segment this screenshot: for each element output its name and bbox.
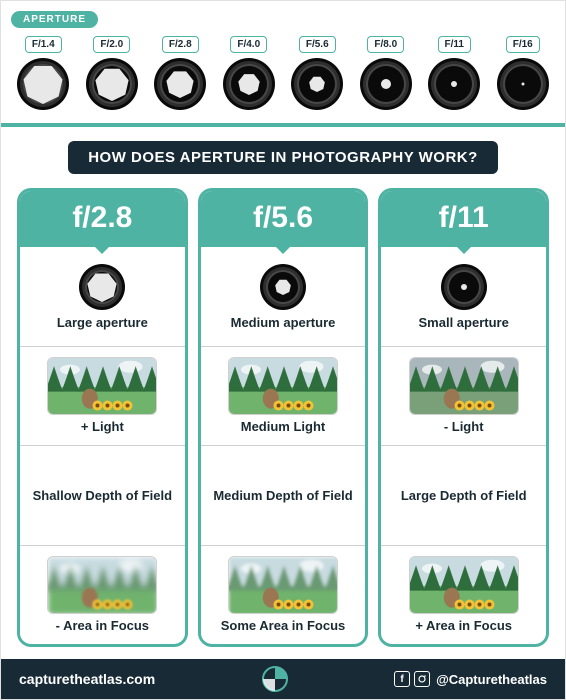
- aperture-step: F/2.8: [148, 34, 213, 111]
- aperture-step-label: F/2.8: [162, 36, 199, 53]
- dof-label: Medium Depth of Field: [213, 488, 352, 503]
- scene-focus: [47, 556, 157, 614]
- cell-light: Medium Light: [201, 346, 366, 446]
- light-label: - Light: [444, 419, 484, 434]
- footer-social: f @Capturetheatlas: [394, 671, 547, 687]
- aperture-scale-section: APERTURE F/1.4 F/2.0 F/2.8 F/4.0 F/5.6: [1, 1, 565, 127]
- footer-handle: @Capturetheatlas: [436, 672, 547, 687]
- aperture-step: F/11: [422, 34, 487, 111]
- aperture-step: F/2.0: [80, 34, 145, 111]
- footer-site: capturetheatlas.com: [19, 671, 155, 687]
- aperture-step: F/1.4: [11, 34, 76, 111]
- aperture-step: F/5.6: [285, 34, 350, 111]
- focus-label: Some Area in Focus: [221, 618, 346, 633]
- card-fstop: f/5.6: [253, 201, 313, 234]
- focus-label: + Area in Focus: [415, 618, 512, 633]
- card-header: f/5.6: [201, 191, 366, 247]
- lens-icon: [78, 263, 126, 311]
- cell-focus: Some Area in Focus: [201, 545, 366, 645]
- lens-icon: [16, 57, 70, 111]
- cell-light: + Light: [20, 346, 185, 446]
- aperture-step-label: F/1.4: [25, 36, 62, 53]
- aperture-step-label: F/8.0: [367, 36, 404, 53]
- title-row: HOW DOES APERTURE IN PHOTOGRAPHY WORK?: [1, 127, 565, 188]
- aperture-step: F/16: [491, 34, 556, 111]
- instagram-icon: [414, 671, 430, 687]
- aperture-step-label: F/4.0: [230, 36, 267, 53]
- footer-logo: [155, 665, 394, 693]
- lens-icon: [440, 263, 488, 311]
- aperture-step-label: F/5.6: [299, 36, 336, 53]
- dof-label: Large Depth of Field: [401, 488, 527, 503]
- lens-icon: [496, 57, 550, 111]
- cell-dof: Large Depth of Field: [381, 445, 546, 545]
- footer: capturetheatlas.com f @Capturetheatlas: [1, 659, 565, 699]
- card-body: Large aperture + Light Shallow Depth of …: [20, 247, 185, 644]
- card-fstop: f/11: [439, 201, 489, 234]
- scene-light: [47, 357, 157, 415]
- aperture-step: F/8.0: [354, 34, 419, 111]
- lens-icon: [85, 57, 139, 111]
- card-body: Medium aperture Medium Light Medium Dept…: [201, 247, 366, 644]
- scene-light: [409, 357, 519, 415]
- comparison-card: f/5.6 Medium aperture: [198, 188, 369, 647]
- cell-lens: Large aperture: [20, 247, 185, 346]
- dof-label: Shallow Depth of Field: [33, 488, 172, 503]
- lens-icon: [427, 57, 481, 111]
- lens-icon: [359, 57, 413, 111]
- aperture-step: F/4.0: [217, 34, 282, 111]
- section-label: APERTURE: [11, 11, 98, 28]
- card-header: f/2.8: [20, 191, 185, 247]
- aperture-step-label: F/11: [438, 36, 471, 53]
- page-title: HOW DOES APERTURE IN PHOTOGRAPHY WORK?: [68, 141, 498, 174]
- aperture-step-label: F/16: [506, 36, 540, 53]
- aperture-desc: Medium aperture: [231, 315, 336, 330]
- comparison-columns: f/2.8 Large aperture: [1, 188, 565, 659]
- card-fstop: f/2.8: [72, 201, 132, 234]
- facebook-icon: f: [394, 671, 410, 687]
- cell-focus: + Area in Focus: [381, 545, 546, 645]
- page: APERTURE F/1.4 F/2.0 F/2.8 F/4.0 F/5.6: [0, 0, 566, 700]
- lens-icon: [222, 57, 276, 111]
- light-label: + Light: [81, 419, 124, 434]
- comparison-card: f/11 Small aperture: [378, 188, 549, 647]
- cell-dof: Shallow Depth of Field: [20, 445, 185, 545]
- card-header: f/11: [381, 191, 546, 247]
- cell-lens: Medium aperture: [201, 247, 366, 346]
- globe-shutter-icon: [261, 665, 289, 693]
- aperture-step-label: F/2.0: [93, 36, 130, 53]
- lens-icon: [259, 263, 307, 311]
- aperture-scale-row: F/1.4 F/2.0 F/2.8 F/4.0 F/5.6: [11, 34, 555, 111]
- lens-icon: [290, 57, 344, 111]
- cell-focus: - Area in Focus: [20, 545, 185, 645]
- cell-lens: Small aperture: [381, 247, 546, 346]
- cell-light: - Light: [381, 346, 546, 446]
- scene-light: [228, 357, 338, 415]
- lens-icon: [153, 57, 207, 111]
- aperture-desc: Large aperture: [57, 315, 148, 330]
- aperture-desc: Small aperture: [419, 315, 509, 330]
- focus-label: - Area in Focus: [56, 618, 149, 633]
- light-label: Medium Light: [241, 419, 326, 434]
- scene-focus: [228, 556, 338, 614]
- cell-dof: Medium Depth of Field: [201, 445, 366, 545]
- scene-focus: [409, 556, 519, 614]
- card-body: Small aperture - Light Large Depth of Fi…: [381, 247, 546, 644]
- comparison-card: f/2.8 Large aperture: [17, 188, 188, 647]
